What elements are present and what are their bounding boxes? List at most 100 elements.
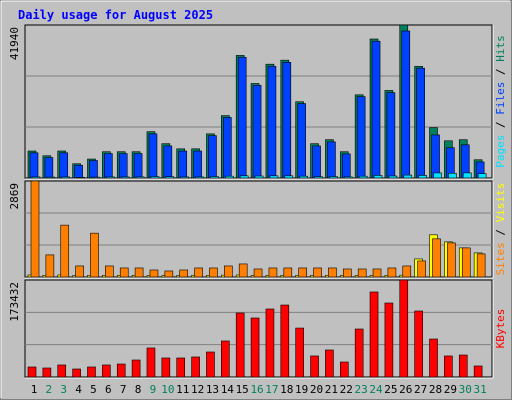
bar bbox=[476, 253, 486, 278]
bar bbox=[91, 176, 100, 179]
chart-title: Daily usage for August 2025 bbox=[18, 8, 213, 22]
legend: KBytes bbox=[494, 309, 507, 349]
bar bbox=[280, 304, 290, 378]
legend-entry: Sites bbox=[494, 242, 507, 275]
bar bbox=[193, 150, 202, 179]
x-tick-label: 16 bbox=[250, 383, 263, 396]
x-tick-label: 19 bbox=[295, 383, 308, 396]
x-tick-label: 28 bbox=[429, 383, 442, 396]
x-tick-label: 12 bbox=[191, 383, 204, 396]
bar bbox=[265, 308, 275, 378]
bar bbox=[313, 267, 322, 278]
bar bbox=[239, 175, 249, 179]
x-tick-label: 20 bbox=[310, 383, 323, 396]
x-tick-label: 29 bbox=[444, 383, 457, 396]
x-tick-label: 27 bbox=[414, 383, 427, 396]
legend-entry: KBytes bbox=[494, 309, 507, 349]
bar bbox=[388, 175, 398, 179]
y-tick-label: 2869 bbox=[8, 183, 21, 210]
bar bbox=[106, 176, 115, 179]
bar bbox=[386, 92, 396, 179]
bar bbox=[403, 174, 413, 179]
bar bbox=[235, 312, 245, 378]
legend: Sites / Visits bbox=[494, 183, 507, 276]
bar bbox=[357, 268, 367, 278]
x-tick-label: 7 bbox=[120, 383, 127, 396]
bar bbox=[131, 359, 141, 378]
plot-area bbox=[24, 180, 493, 278]
legend-entry: Pages bbox=[494, 135, 507, 168]
bar bbox=[328, 267, 337, 278]
bar bbox=[477, 173, 487, 179]
bar bbox=[433, 172, 442, 179]
bar bbox=[30, 180, 40, 278]
bar bbox=[206, 351, 215, 378]
bar bbox=[418, 175, 427, 179]
bar bbox=[343, 176, 353, 179]
x-tick-label: 8 bbox=[135, 383, 142, 396]
bar bbox=[342, 268, 352, 278]
bar bbox=[31, 176, 41, 179]
bar bbox=[414, 310, 423, 378]
bar bbox=[253, 268, 263, 278]
bar bbox=[254, 175, 264, 179]
bar bbox=[165, 176, 175, 179]
bar bbox=[238, 263, 248, 278]
bar bbox=[429, 338, 438, 378]
bar bbox=[74, 164, 83, 179]
bar bbox=[282, 62, 292, 179]
x-tick-label: 25 bbox=[384, 383, 397, 396]
bar bbox=[298, 267, 307, 278]
x-tick-label: 11 bbox=[176, 383, 189, 396]
x-tick-label: 22 bbox=[340, 383, 353, 396]
bar bbox=[178, 150, 188, 179]
legend-entry: Visits bbox=[494, 183, 507, 223]
bar bbox=[297, 103, 306, 179]
bar bbox=[146, 347, 156, 378]
x-tick-label: 14 bbox=[221, 383, 235, 396]
bar bbox=[89, 160, 98, 179]
bar bbox=[149, 269, 159, 278]
bar bbox=[461, 247, 471, 278]
bar bbox=[164, 270, 174, 278]
bar bbox=[133, 153, 143, 179]
bar bbox=[295, 327, 304, 378]
x-tick-label: 1 bbox=[31, 383, 38, 396]
x-tick-label: 21 bbox=[325, 383, 338, 396]
bar bbox=[208, 135, 217, 179]
bar bbox=[119, 267, 129, 278]
bar bbox=[327, 141, 336, 179]
bar bbox=[148, 133, 158, 179]
bar bbox=[284, 175, 294, 179]
bar bbox=[417, 260, 426, 278]
bar bbox=[356, 96, 366, 179]
x-tick-label: 5 bbox=[90, 383, 97, 396]
bar bbox=[102, 364, 111, 378]
bar bbox=[75, 265, 84, 278]
bar bbox=[432, 238, 441, 278]
x-tick-label: 6 bbox=[105, 383, 112, 396]
x-tick-label: 23 bbox=[355, 383, 368, 396]
bar bbox=[209, 267, 218, 278]
bar bbox=[45, 254, 55, 278]
bar bbox=[373, 175, 383, 179]
y-tick-label: 173432 bbox=[8, 282, 21, 322]
bar bbox=[369, 291, 379, 378]
bar bbox=[299, 175, 308, 179]
bar bbox=[210, 176, 219, 179]
bar bbox=[462, 172, 472, 179]
x-tick-label: 4 bbox=[75, 383, 82, 396]
bar bbox=[105, 265, 114, 278]
bar bbox=[250, 317, 260, 378]
bar bbox=[312, 145, 321, 179]
x-tick-label: 18 bbox=[280, 383, 293, 396]
x-tick-label: 30 bbox=[459, 383, 472, 396]
bar bbox=[314, 176, 323, 179]
bar bbox=[116, 363, 126, 378]
bar bbox=[402, 265, 412, 278]
bar bbox=[29, 152, 39, 179]
legend-entry: Files bbox=[494, 82, 507, 115]
bar bbox=[354, 328, 364, 378]
bar bbox=[176, 357, 186, 378]
